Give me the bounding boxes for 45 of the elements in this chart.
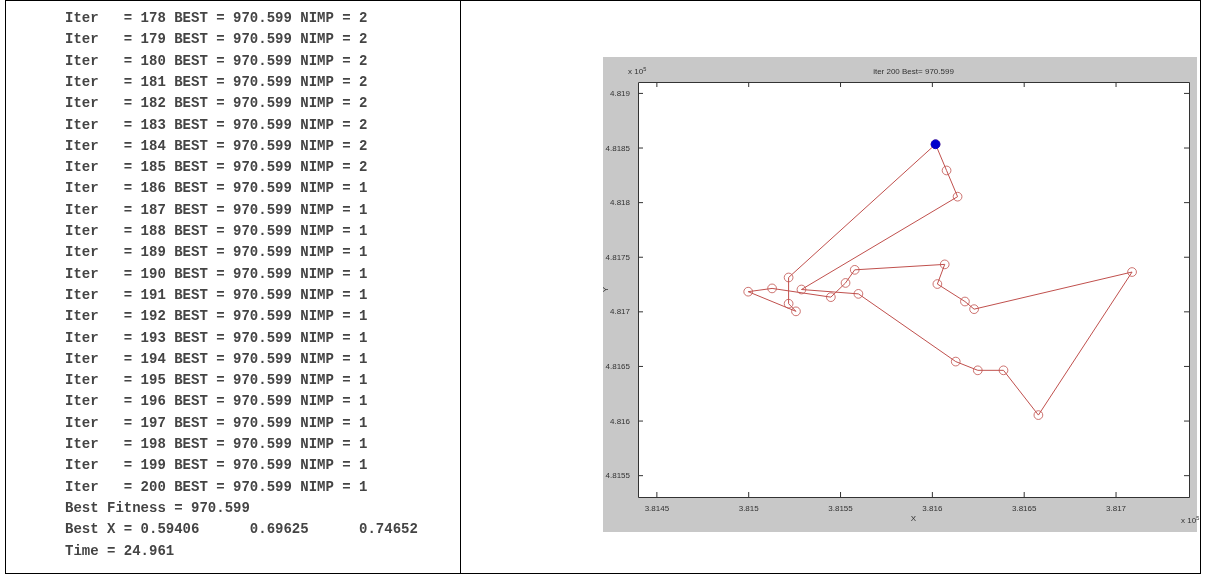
text: Iter = 181 BEST = 970.599 NIMP = 2 xyxy=(65,73,368,90)
text: Iter = 197 BEST = 970.599 NIMP = 1 xyxy=(65,414,368,431)
x-tick-label: 3.8165 xyxy=(1011,503,1037,513)
y-tick-label: 4.817 xyxy=(609,307,631,317)
x-tick-label: 3.815 xyxy=(738,503,760,513)
text: x 10$^{5}$ xyxy=(628,66,647,76)
x-tick-label: 3.817 xyxy=(1106,503,1127,513)
text: Best X = 0.59406 0.69625 0.74652 xyxy=(65,521,418,538)
y-tick-label: 4.818 xyxy=(609,198,631,208)
y-tick-label: 4.8155 xyxy=(605,471,631,481)
text: Iter = 192 BEST = 970.599 NIMP = 1 xyxy=(65,308,368,325)
text: Iter = 190 BEST = 970.599 NIMP = 1 xyxy=(65,265,368,282)
text: Iter = 196 BEST = 970.599 NIMP = 1 xyxy=(65,393,368,410)
x-tick-label: 3.8145 xyxy=(644,503,670,513)
text: Iter = 178 BEST = 970.599 NIMP = 2 xyxy=(65,10,368,26)
text: Iter = 183 BEST = 970.599 NIMP = 2 xyxy=(65,116,368,133)
text: Iter = 180 BEST = 970.599 NIMP = 2 xyxy=(65,52,368,69)
text: x 10$^{5}$ xyxy=(1181,515,1200,525)
text: Iter = 200 BEST = 970.599 NIMP = 1 xyxy=(65,478,368,495)
x-tick-label: 3.8155 xyxy=(828,503,854,513)
text: Iter = 184 BEST = 970.599 NIMP = 2 xyxy=(65,137,368,154)
y-tick-label: 4.819 xyxy=(609,88,631,98)
text: Iter = 186 BEST = 970.599 NIMP = 1 xyxy=(65,180,368,197)
chart-title: iter 200 Best= 970.599 xyxy=(873,67,955,76)
y-tick-label: 4.8185 xyxy=(605,143,631,153)
text: Iter = 198 BEST = 970.599 NIMP = 1 xyxy=(65,436,368,452)
text: Iter = 199 BEST = 970.599 NIMP = 1 xyxy=(65,457,368,474)
text: Iter = 191 BEST = 970.599 NIMP = 1 xyxy=(65,286,368,303)
y-axis-title: Y xyxy=(601,286,610,293)
text: Iter = 189 BEST = 970.599 NIMP = 1 xyxy=(65,244,368,261)
text: Iter = 179 BEST = 970.599 NIMP = 2 xyxy=(65,31,368,48)
y-tick-label: 4.8165 xyxy=(605,362,631,372)
text: Iter = 182 BEST = 970.599 NIMP = 2 xyxy=(65,95,368,112)
y-tick-label: 4.816 xyxy=(609,416,631,426)
text: Iter = 188 BEST = 970.599 NIMP = 1 xyxy=(65,223,368,239)
x-axis-title: X xyxy=(910,514,917,523)
y-tick-label: 4.8175 xyxy=(605,252,631,262)
text: Iter = 195 BEST = 970.599 NIMP = 1 xyxy=(65,372,368,389)
text: Iter = 187 BEST = 970.599 NIMP = 1 xyxy=(65,201,368,218)
text: Time = 24.961 xyxy=(65,542,175,559)
text: Iter = 193 BEST = 970.599 NIMP = 1 xyxy=(65,329,368,346)
x-tick-label: 3.816 xyxy=(922,503,943,513)
text: Iter = 194 BEST = 970.599 NIMP = 1 xyxy=(65,350,368,367)
text: Iter = 185 BEST = 970.599 NIMP = 2 xyxy=(65,159,368,176)
text: Best Fitness = 970.599 xyxy=(65,499,250,516)
